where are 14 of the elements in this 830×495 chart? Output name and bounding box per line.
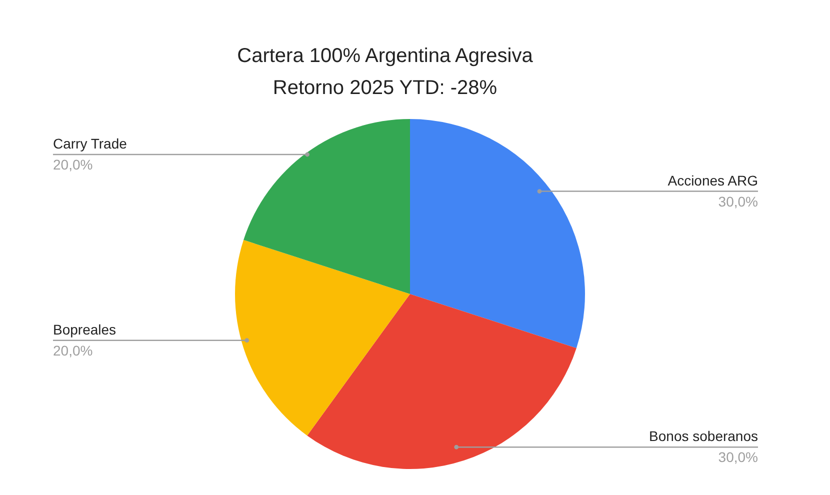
pie-slice: [244, 119, 410, 294]
pie-slice: [307, 294, 576, 469]
slice-label: Bopreales: [53, 321, 116, 338]
data-label: 30,0%: [718, 193, 758, 210]
data-label: 30,0%: [718, 449, 758, 466]
data-label: 20,0%: [53, 156, 93, 172]
slice-label: Carry Trade: [53, 136, 128, 152]
slice-label: Bonos soberanos: [649, 428, 758, 444]
pie-slice: [410, 119, 585, 348]
slice-label: Acciones ARG: [668, 172, 758, 188]
chart-title: Cartera 100% Argentina Agresiva: [236, 44, 534, 69]
data-label: 20,0%: [53, 342, 93, 358]
chart-subtitle: Retorno 2025 YTD: -28%: [272, 76, 498, 101]
pie-slice: [235, 240, 410, 436]
